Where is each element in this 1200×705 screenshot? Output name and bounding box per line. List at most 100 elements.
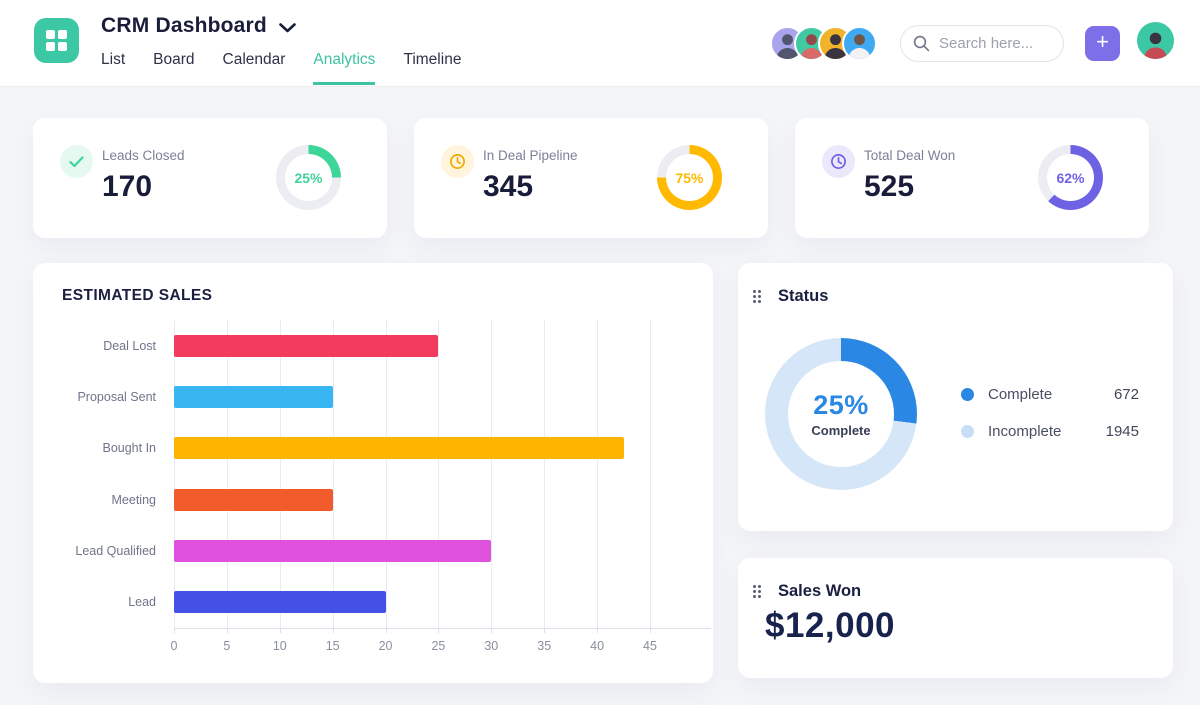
main-tabs: List Board Calendar Analytics Timeline: [101, 51, 461, 85]
tab-timeline[interactable]: Timeline: [403, 51, 462, 68]
bar-row: Proposal Sent: [77, 371, 687, 422]
bar-proposal-sent: [174, 385, 333, 408]
tab-board[interactable]: Board: [153, 51, 195, 68]
gridline: [226, 320, 228, 628]
x-tick-label: 45: [643, 639, 657, 653]
axis-tick: [226, 628, 228, 633]
gridline: [279, 320, 281, 628]
legend-label: Complete: [988, 386, 1053, 403]
bar-row: Meeting: [112, 474, 687, 525]
team-avatar[interactable]: [842, 25, 877, 61]
x-axis-line: [174, 628, 711, 629]
stat-label: In Deal Pipeline: [483, 148, 578, 163]
axis-tick: [279, 628, 281, 633]
stat-value: 170: [102, 170, 153, 203]
bar-lead-qualified: [174, 539, 492, 562]
legend-item-incomplete: Incomplete 1945: [961, 423, 1139, 440]
topbar: CRM Dashboard List Board Calendar Analyt…: [0, 0, 1200, 87]
drag-handle-icon[interactable]: [753, 290, 761, 303]
header-actions: +: [770, 22, 1174, 64]
gridline: [597, 320, 599, 628]
bar-meeting: [174, 488, 333, 511]
bar-lead: [174, 591, 386, 614]
status-card: Status 25% Complete Complete 672 Incompl…: [738, 263, 1173, 531]
progress-donut: 62%: [1038, 145, 1103, 210]
x-tick-label: 0: [170, 639, 178, 653]
status-donut-label: Complete: [811, 423, 871, 438]
stat-label: Total Deal Won: [864, 148, 956, 163]
gridline: [491, 320, 493, 628]
clock-icon: [441, 145, 474, 178]
check-icon: [60, 145, 93, 178]
axis-tick: [491, 628, 493, 633]
category-label: Deal Lost: [103, 338, 156, 353]
gridline: [649, 320, 651, 628]
page-title: CRM Dashboard: [101, 14, 267, 37]
tab-analytics[interactable]: Analytics: [313, 51, 376, 85]
stat-value: 525: [864, 170, 915, 203]
search-input[interactable]: [939, 34, 1049, 52]
gridline: [174, 320, 175, 628]
status-card-title: Status: [778, 287, 829, 305]
legend-dot: [961, 388, 974, 401]
status-donut: 25% Complete: [765, 338, 917, 490]
stat-card-total-deal-won: Total Deal Won 525 62%: [795, 118, 1149, 238]
bar-row: Bought In: [102, 423, 687, 474]
bar-row: Lead Qualified: [75, 525, 687, 576]
bar-chart: 0 5 10 15 20 25 30 35 40 45 Deal Lost Proposal Sent…: [75, 320, 711, 653]
category-label: Proposal Sent: [77, 389, 156, 404]
x-tick-label: 20: [378, 639, 393, 653]
legend-value: 1945: [1105, 423, 1139, 440]
stat-label: Leads Closed: [102, 148, 185, 163]
drag-handle-icon[interactable]: [753, 585, 761, 598]
sales-won-card: Sales Won $12,000: [738, 558, 1173, 678]
app-logo[interactable]: [34, 18, 79, 63]
user-avatar[interactable]: [1137, 22, 1174, 59]
axis-tick: [174, 628, 175, 633]
title-nav: CRM Dashboard List Board Calendar Analyt…: [101, 14, 461, 85]
x-tick-label: 15: [325, 639, 340, 653]
axis-tick: [649, 628, 651, 633]
grid-icon: [46, 30, 67, 51]
axis-tick: [544, 628, 546, 633]
category-label: Lead Qualified: [75, 543, 156, 558]
tab-list[interactable]: List: [101, 51, 126, 68]
legend-dot: [961, 425, 974, 438]
gridline: [332, 320, 334, 628]
bar-deal-lost: [174, 334, 439, 357]
stat-card-leads-closed: Leads Closed 170 25%: [33, 118, 387, 238]
legend-item-complete: Complete 672: [961, 386, 1139, 403]
stat-card-in-deal-pipeline: In Deal Pipeline 345 75%: [414, 118, 768, 238]
search-icon: [913, 35, 930, 51]
user-avatar-wrap: [1137, 22, 1174, 64]
chevron-down-icon[interactable]: [279, 22, 296, 33]
x-tick-label: 30: [484, 639, 499, 653]
donut-percent: 62%: [1056, 169, 1085, 186]
progress-donut: 25%: [276, 145, 341, 210]
tab-calendar[interactable]: Calendar: [222, 51, 286, 68]
gridline: [385, 320, 387, 628]
axis-tick: [332, 628, 334, 633]
donut-percent: 75%: [675, 169, 704, 186]
axis-tick: [438, 628, 440, 633]
status-legend: Complete 672 Incomplete 1945: [961, 386, 1139, 460]
add-button[interactable]: +: [1085, 25, 1120, 61]
gridline: [544, 320, 546, 628]
x-tick-label: 10: [272, 639, 287, 653]
chart-title: ESTIMATED SALES: [62, 287, 213, 304]
status-donut-percent: 25%: [813, 390, 869, 420]
clock-icon: [822, 145, 855, 178]
bar-bought-in: [174, 437, 624, 460]
stat-value: 345: [483, 170, 534, 203]
x-tick-label: 35: [537, 639, 552, 653]
sales-won-value: $12,000: [765, 606, 896, 645]
search-box: [900, 24, 1064, 62]
axis-tick: [385, 628, 387, 633]
category-label: Bought In: [102, 441, 156, 456]
progress-donut: 75%: [657, 145, 722, 210]
sales-card-title: Sales Won: [778, 582, 862, 600]
legend-label: Incomplete: [988, 423, 1062, 440]
estimated-sales-card: ESTIMATED SALES 0 5 10 15 20 25 30 35 40 45 Deal L…: [33, 263, 713, 683]
bar-row: Deal Lost: [103, 320, 687, 371]
